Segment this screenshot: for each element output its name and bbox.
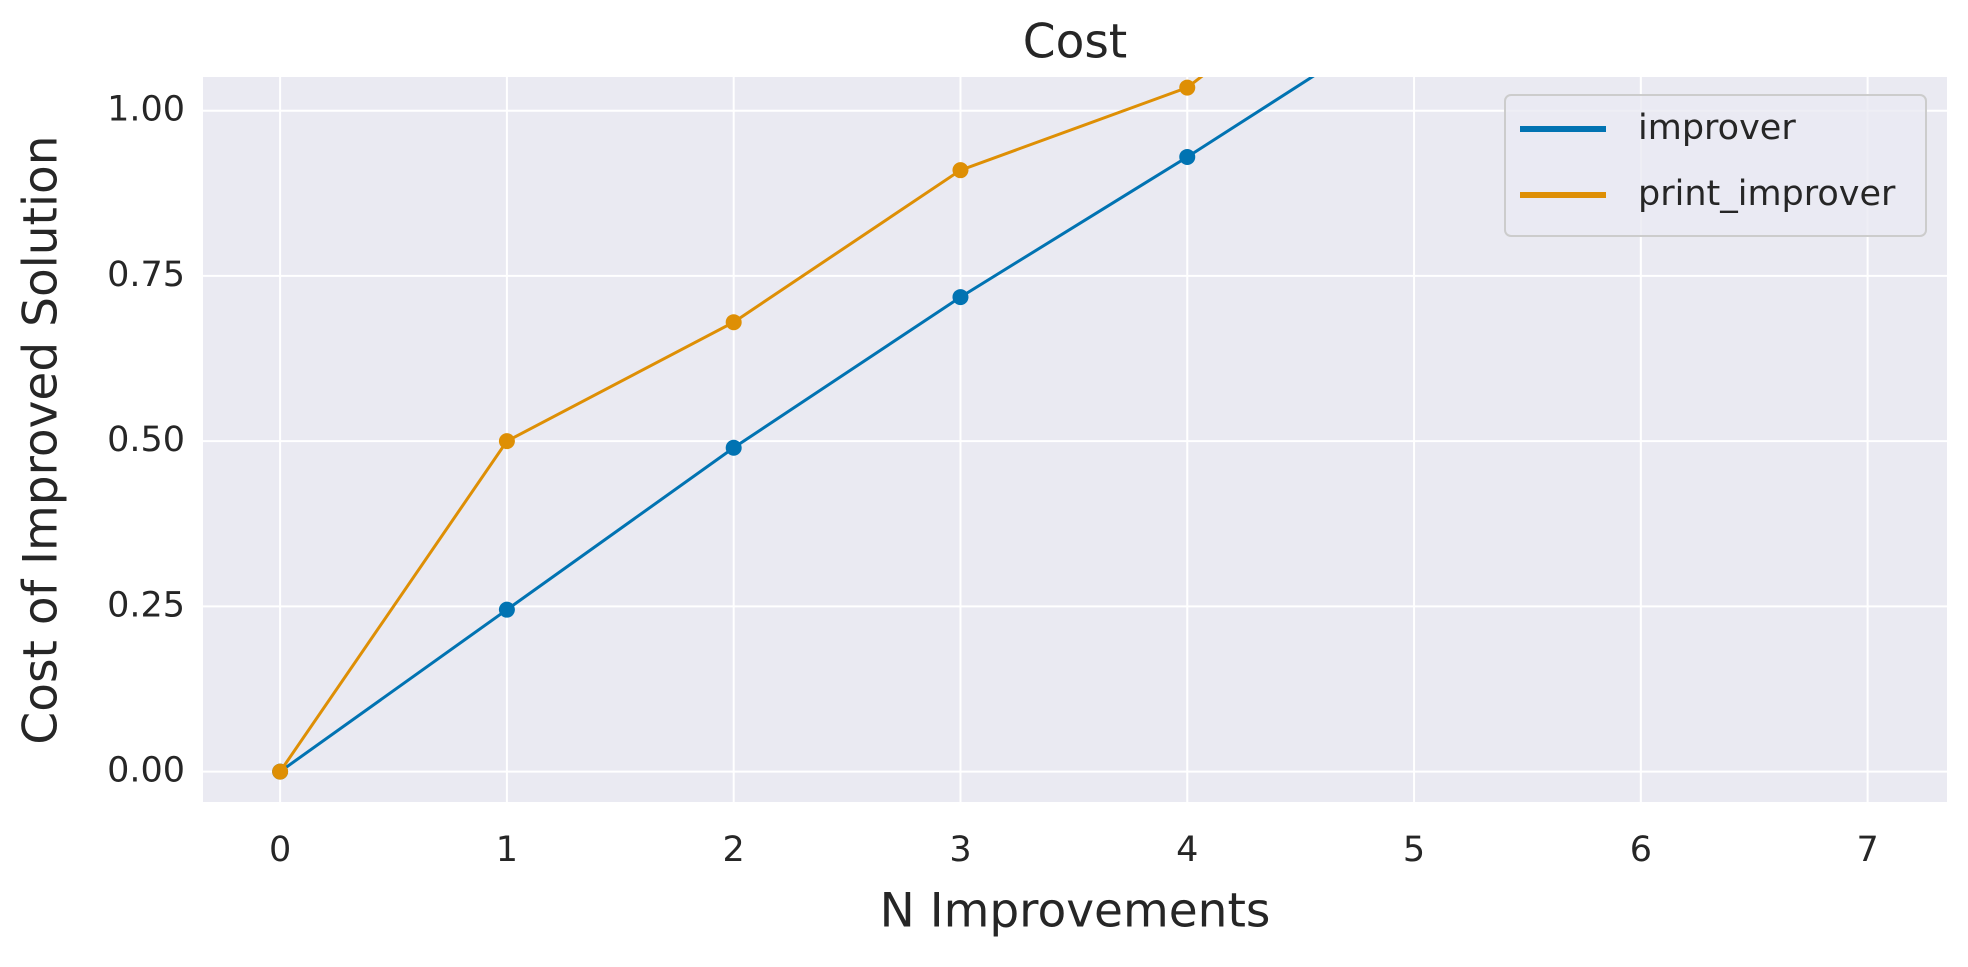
point [1179, 148, 1196, 165]
y-tick-label: 0.00 [107, 751, 185, 791]
y-tick-label: 0.75 [107, 255, 185, 295]
legend-label: improver [1638, 108, 1796, 148]
x-tick-label: 2 [723, 830, 745, 870]
point [725, 439, 742, 456]
y-tick-label: 0.50 [107, 420, 185, 460]
point [498, 433, 515, 450]
legend-box [1504, 94, 1927, 237]
y-tick-label: 1.00 [107, 90, 185, 130]
point [725, 314, 742, 331]
point [1179, 79, 1196, 96]
y-tick-label: 0.25 [107, 585, 185, 625]
x-tick-label: 1 [496, 830, 518, 870]
y-axis-label: Cost of Improved Solution [14, 135, 69, 744]
x-axis-label: N Improvements [880, 884, 1271, 939]
x-tick-label: 3 [949, 830, 971, 870]
legend-label: print_improver [1638, 174, 1896, 214]
point [498, 601, 515, 618]
chart-title: Cost [1023, 15, 1128, 70]
x-tick-label: 5 [1403, 830, 1425, 870]
series-line [279, 77, 1315, 773]
x-tick-label: 6 [1630, 830, 1652, 870]
x-tick-label: 0 [269, 830, 291, 870]
point [952, 289, 969, 306]
x-tick-label: 7 [1856, 830, 1878, 870]
x-tick-label: 4 [1176, 830, 1198, 870]
point [952, 162, 969, 179]
point [272, 763, 289, 780]
series-line [278, 77, 1204, 773]
point [1406, 4, 1422, 20]
